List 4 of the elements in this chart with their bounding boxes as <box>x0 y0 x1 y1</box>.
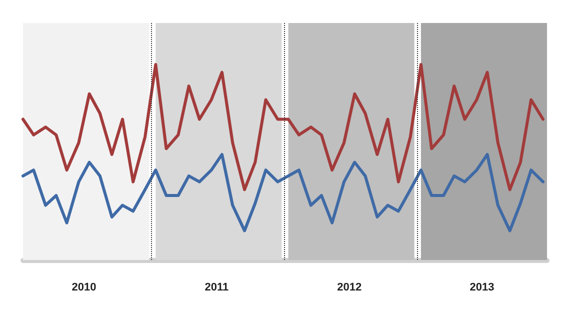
x-tick-label: 2012 <box>337 282 362 294</box>
x-tick-label: 2013 <box>470 282 494 294</box>
x-tick-label: 2010 <box>72 282 96 294</box>
x-tick-label: 2011 <box>204 282 229 294</box>
